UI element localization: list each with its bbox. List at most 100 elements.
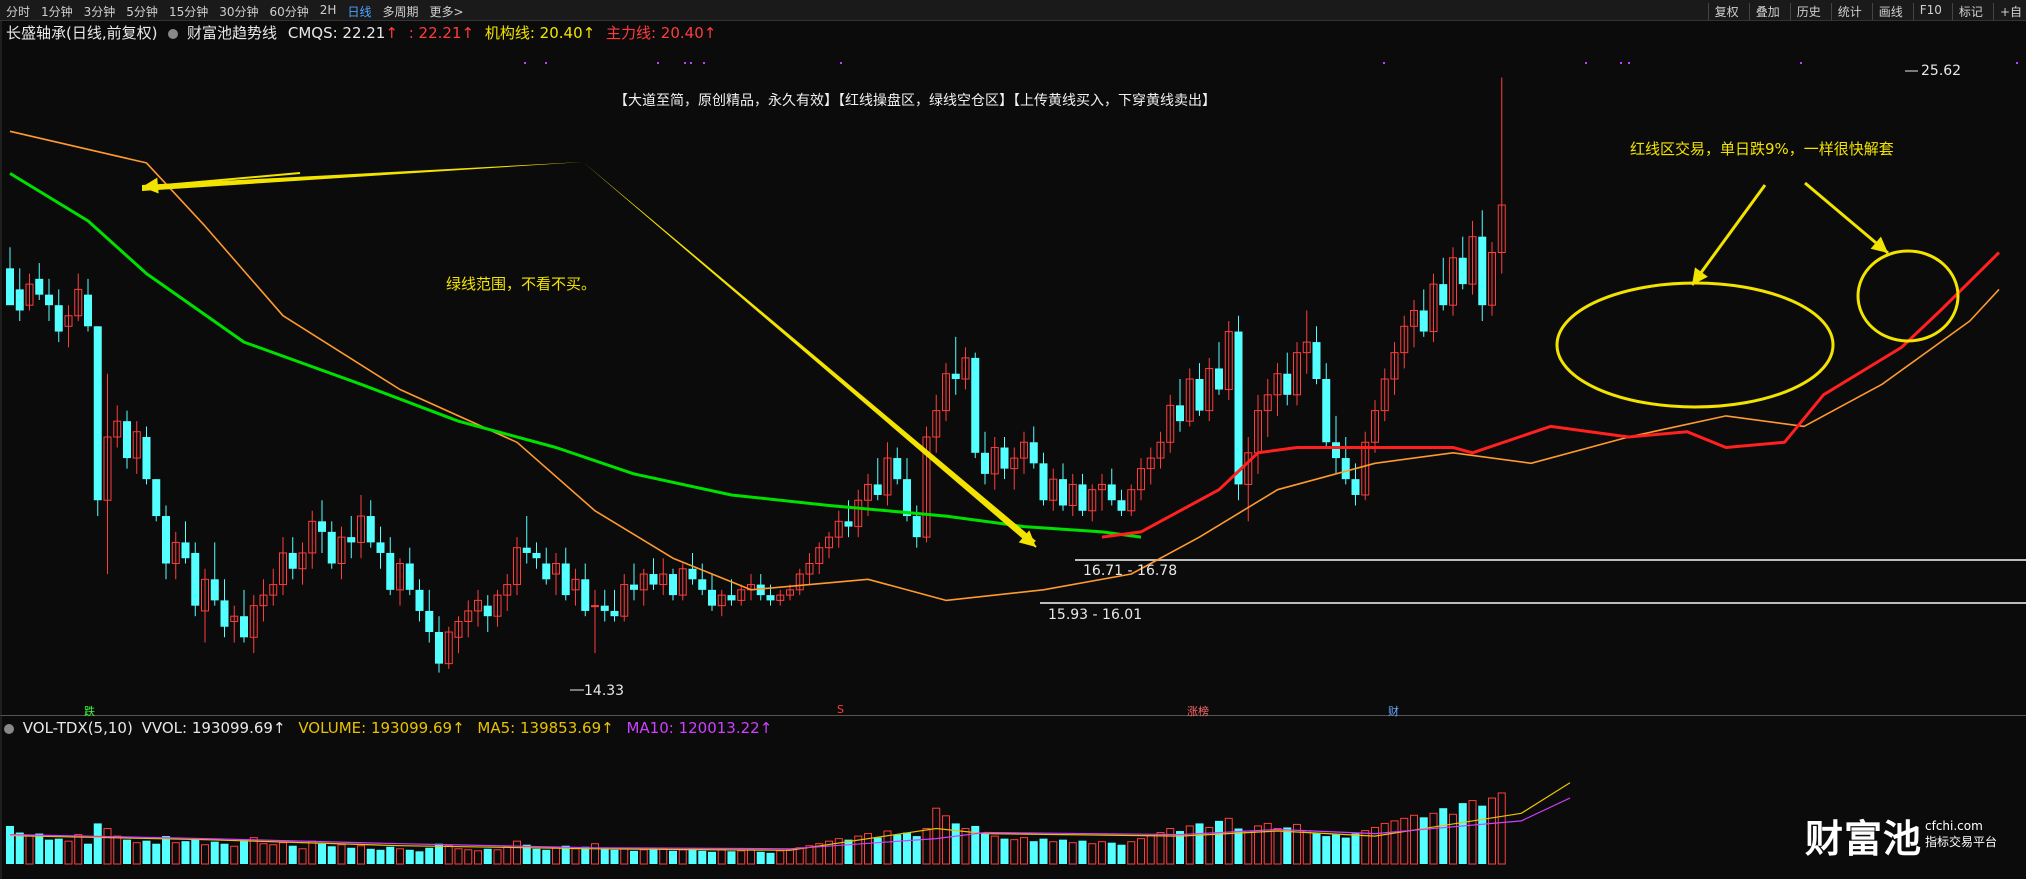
volume-indicator-name[interactable]: VOL-TDX(5,10) (22, 719, 133, 737)
volume-bar-up (493, 849, 502, 865)
volume-bar-up (1468, 800, 1477, 865)
candle-body-up (454, 620, 463, 638)
candle-body-up (1263, 394, 1272, 412)
highlight-ellipse-1 (1555, 281, 1835, 409)
indicator-dot-icon[interactable] (168, 29, 179, 39)
candle-body-up (639, 573, 648, 591)
candle-body-down (405, 563, 414, 590)
volume-bar-down (6, 825, 14, 864)
ma10-value: MA10: 120013.22↑ (626, 719, 773, 737)
value-2: : 22.21↑ (408, 24, 475, 42)
candle-body-down (1312, 342, 1321, 379)
volume-bar-down (630, 850, 638, 864)
candle-body-up (25, 283, 34, 306)
volume-bar-up (795, 847, 804, 865)
volume-bar-down (1195, 823, 1204, 864)
volume-bar-down (971, 825, 980, 864)
menu-item[interactable]: +自 (1992, 3, 2022, 20)
candle-body-down (123, 421, 131, 459)
volume-indicator-dot-icon[interactable] (4, 724, 14, 734)
candle-body-down (532, 552, 541, 559)
volume-bar-up (815, 843, 824, 865)
candle-body-up (1390, 352, 1399, 380)
volume-bar-up (786, 849, 794, 865)
volume-bar-up (864, 833, 872, 865)
stock-title: 长盛轴承(日线,前复权) (6, 24, 158, 42)
candle-body-down (1234, 331, 1243, 485)
volume-bar-up (1068, 842, 1077, 865)
marker-zhangbang: 涨榜 (1187, 705, 1209, 718)
candle-body-up (64, 315, 73, 327)
volume-bar-up (1020, 837, 1028, 865)
candle-body-down (912, 516, 921, 538)
volume-bar-down (162, 836, 170, 864)
candle-body-down (981, 452, 989, 474)
decor-dot (1628, 62, 1630, 64)
volume-bar-down (288, 845, 297, 864)
menu-item[interactable]: 历史 (1789, 3, 1821, 20)
volume-bar-down (1215, 820, 1223, 864)
candle-body-down (191, 552, 200, 606)
period-tab[interactable]: 更多> (429, 5, 464, 19)
candle-body-up (786, 589, 794, 596)
candle-body-down (1215, 368, 1223, 390)
period-tab[interactable]: 3分钟 (83, 5, 116, 19)
volume-bar-up (503, 846, 512, 865)
volume-bar-up (171, 842, 180, 865)
volume-bar-down (191, 838, 200, 864)
volume-bar-down (1312, 833, 1321, 864)
candle-body-down (708, 589, 716, 606)
volume-bar-up (1293, 823, 1301, 865)
volume-bar-up (961, 827, 970, 865)
volume-bar-up (1302, 830, 1311, 865)
candle-body-down (366, 516, 375, 543)
candle-body-down (1039, 463, 1048, 501)
volume-bar-down (1458, 803, 1467, 864)
volume-bar-up (396, 848, 404, 865)
candle-body-down (1283, 373, 1292, 395)
period-tab[interactable]: 多周期 (382, 5, 419, 19)
indicator-name[interactable]: 财富池趋势线 (187, 24, 278, 42)
period-tab[interactable]: 日线 (347, 5, 372, 19)
green-zone-annotation: 绿线范围，不看不买。 (446, 275, 597, 293)
red-zone-arrow-1-head (1692, 267, 1708, 285)
period-tab[interactable]: 分时 (6, 5, 31, 19)
menu-item[interactable]: 叠加 (1748, 3, 1780, 20)
volume-bar-down (425, 847, 434, 864)
period-tab[interactable]: 15分钟 (168, 5, 209, 19)
candle-body-down (688, 568, 697, 580)
volume-bar-up (279, 842, 287, 865)
period-tab[interactable]: 30分钟 (219, 5, 259, 19)
menu-item[interactable]: 复权 (1707, 3, 1739, 20)
candle-body-up (854, 499, 863, 528)
volume-bar-down (366, 848, 375, 864)
period-tab[interactable]: 5分钟 (126, 5, 158, 19)
volume-bar-up (269, 844, 278, 865)
menu-item[interactable]: 画线 (1871, 3, 1903, 20)
volume-bar-down (142, 840, 151, 864)
volume-bar-up (942, 815, 950, 865)
period-tab[interactable]: 2H (319, 3, 337, 17)
volume-bar-up (932, 807, 941, 865)
candle-body-up (474, 599, 482, 612)
volume-bar-up (1205, 826, 1214, 865)
menu-item[interactable]: 标记 (1951, 3, 1983, 20)
decor-dot (1620, 62, 1622, 64)
volume-bar-up (444, 845, 453, 865)
volume-bar-up (1390, 820, 1399, 865)
candle-body-down (210, 579, 219, 601)
red-zone-annotation: 红线区交易，单日跌9%，一样很快解套 (1630, 140, 1894, 158)
volume-bar-up (1429, 812, 1438, 865)
volume-bar-down (1351, 833, 1360, 864)
menu-item[interactable]: 统计 (1830, 3, 1862, 20)
period-tab[interactable]: 60分钟 (269, 5, 309, 19)
volume-bar-down (93, 823, 102, 864)
volume-bar-up (883, 830, 892, 865)
candle-body-down (844, 521, 853, 527)
volume-bar-up (113, 835, 122, 865)
menu-item[interactable]: F10 (1912, 3, 1942, 20)
period-tab[interactable]: 1分钟 (41, 5, 73, 19)
volume-bar-up (747, 849, 755, 865)
candle-body-up (805, 562, 814, 575)
